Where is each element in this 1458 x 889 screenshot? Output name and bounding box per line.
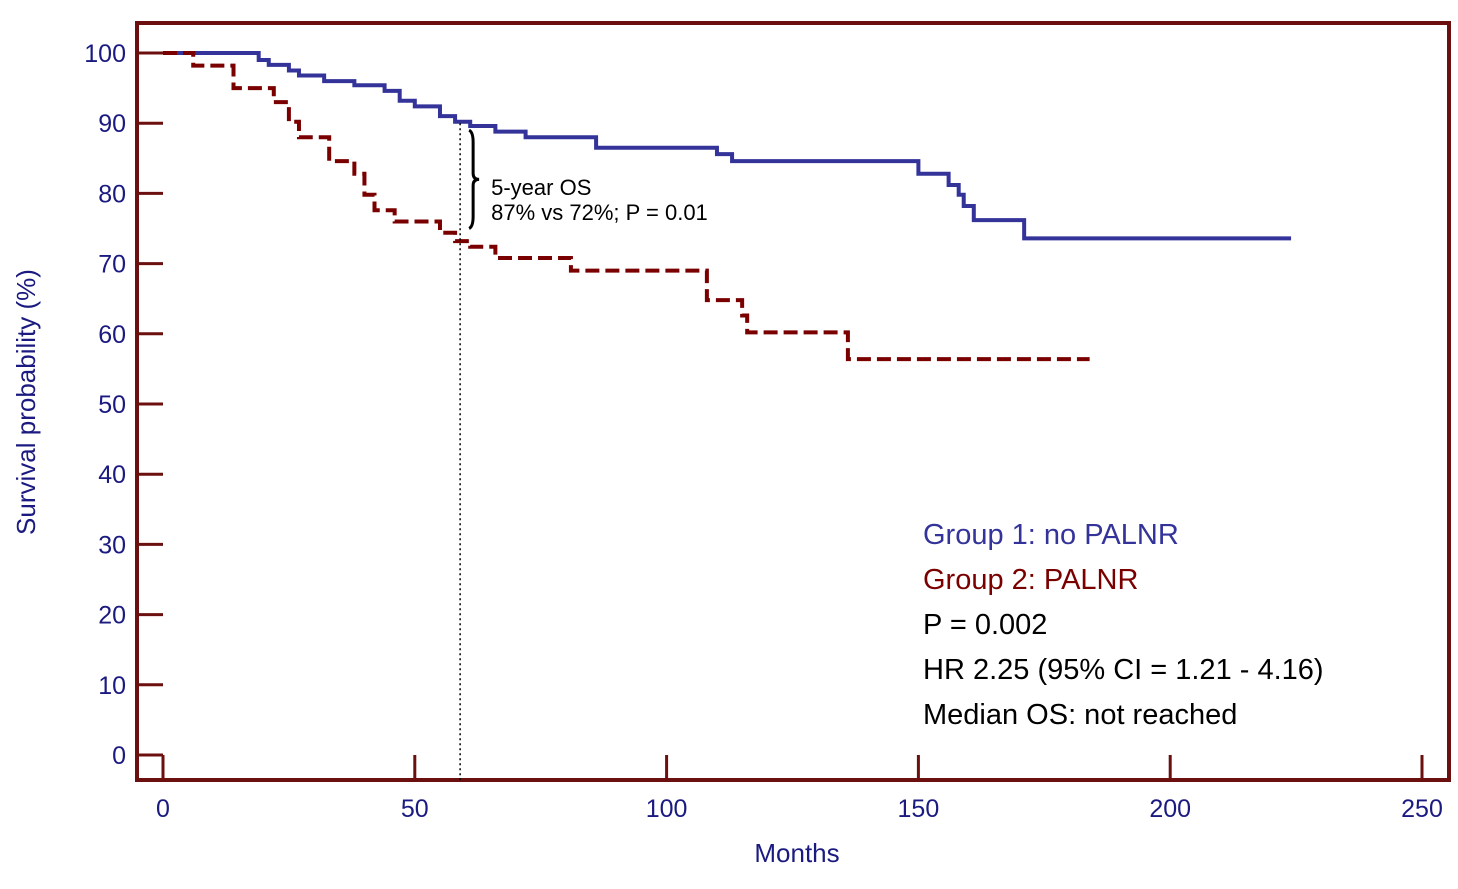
y-tick-label-80: 80 bbox=[98, 180, 126, 208]
y-axis-title: Survival probability (%) bbox=[11, 269, 41, 535]
plot-frame bbox=[135, 21, 1451, 782]
annotation-line-2: 87% vs 72%; P = 0.01 bbox=[491, 200, 708, 225]
y-tick-label-100: 100 bbox=[84, 40, 126, 68]
annotation-line-1: 5-year OS bbox=[491, 175, 591, 200]
x-tick-label-250: 250 bbox=[1401, 795, 1443, 823]
y-tick-label-0: 0 bbox=[112, 742, 126, 770]
y-tick-label-30: 30 bbox=[98, 531, 126, 559]
x-axis-title: Months bbox=[754, 838, 839, 868]
y-axis: 0 10 20 30 40 50 60 70 80 90 100 bbox=[84, 40, 163, 770]
x-tick-label-0: 0 bbox=[156, 795, 170, 823]
five-year-bracket bbox=[468, 128, 480, 230]
x-tick-label-100: 100 bbox=[646, 795, 688, 823]
y-tick-label-10: 10 bbox=[98, 672, 126, 700]
y-tick-label-70: 70 bbox=[98, 251, 126, 279]
x-axis: 0 50 100 150 200 250 bbox=[156, 755, 1443, 823]
y-tick-label-20: 20 bbox=[98, 602, 126, 630]
five-year-annotation: 5-year OS 87% vs 72%; P = 0.01 bbox=[459, 123, 708, 780]
legend: Group 1: no PALNR Group 2: PALNR P = 0.0… bbox=[923, 519, 1324, 731]
x-tick-label-50: 50 bbox=[401, 795, 429, 823]
series-line-group-1 bbox=[163, 51, 1292, 241]
series-line-group-2 bbox=[163, 51, 1090, 362]
x-tick-label-200: 200 bbox=[1149, 795, 1191, 823]
legend-group-2: Group 2: PALNR bbox=[923, 564, 1138, 596]
series-layer bbox=[163, 51, 1292, 362]
legend-median-os: Median OS: not reached bbox=[923, 699, 1237, 731]
y-tick-label-60: 60 bbox=[98, 321, 126, 349]
legend-p-value: P = 0.002 bbox=[923, 609, 1047, 641]
y-tick-label-90: 90 bbox=[98, 110, 126, 138]
legend-hazard-ratio: HR 2.25 (95% CI = 1.21 - 4.16) bbox=[923, 654, 1324, 686]
y-tick-label-50: 50 bbox=[98, 391, 126, 419]
x-tick-label-150: 150 bbox=[898, 795, 940, 823]
y-tick-label-40: 40 bbox=[98, 461, 126, 489]
legend-group-1: Group 1: no PALNR bbox=[923, 519, 1179, 551]
